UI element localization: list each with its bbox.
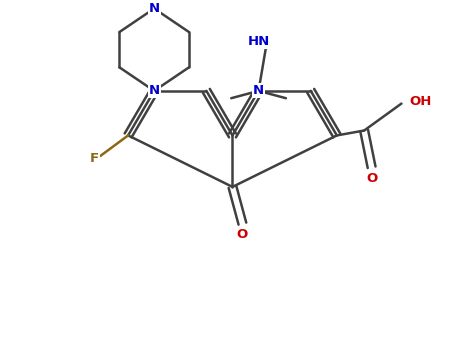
Text: OH: OH: [409, 94, 431, 107]
Text: N: N: [253, 84, 264, 97]
Text: O: O: [366, 172, 377, 184]
Text: HN: HN: [248, 35, 270, 48]
Text: F: F: [90, 152, 99, 165]
Text: O: O: [237, 228, 248, 241]
Text: N: N: [149, 2, 160, 15]
Text: N: N: [149, 84, 160, 97]
Text: N: N: [149, 84, 160, 97]
